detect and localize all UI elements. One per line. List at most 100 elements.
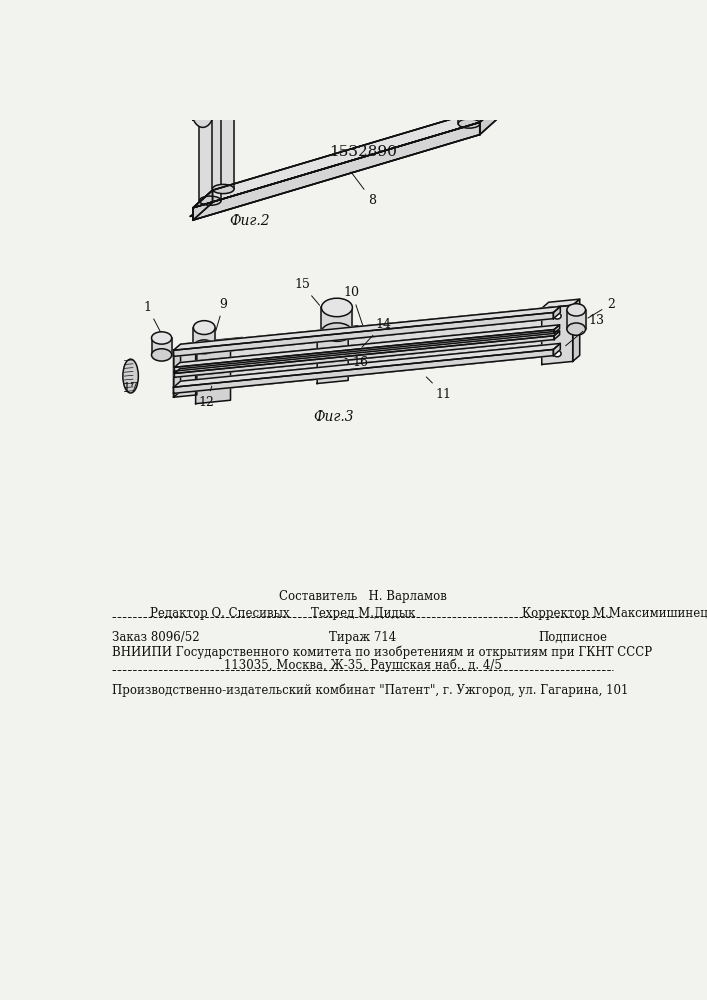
Text: Тираж 714: Тираж 714 (329, 631, 397, 644)
Polygon shape (196, 337, 243, 351)
Text: Составитель   Н. Варламов: Составитель Н. Варламов (279, 590, 447, 603)
Polygon shape (480, 105, 499, 135)
Ellipse shape (554, 313, 561, 319)
Ellipse shape (409, 21, 444, 43)
Polygon shape (193, 122, 480, 220)
Text: 5: 5 (0, 999, 1, 1000)
Polygon shape (174, 312, 554, 356)
Ellipse shape (192, 83, 214, 115)
Polygon shape (174, 306, 561, 350)
Text: Производственно-издательский комбинат "Патент", г. Ужгород, ул. Гагарина, 101: Производственно-издательский комбинат "П… (112, 684, 628, 697)
Text: Фиг.3: Фиг.3 (313, 410, 354, 424)
Polygon shape (212, 101, 234, 189)
Polygon shape (193, 105, 499, 208)
Text: 15: 15 (294, 278, 320, 305)
Polygon shape (175, 325, 559, 367)
Text: 16: 16 (345, 356, 368, 369)
Ellipse shape (123, 359, 139, 393)
Ellipse shape (478, 6, 501, 21)
Polygon shape (175, 336, 554, 377)
Ellipse shape (262, 65, 298, 87)
Ellipse shape (322, 298, 352, 317)
Ellipse shape (192, 95, 214, 127)
Text: Корректор М.Максимишинец: Корректор М.Максимишинец (522, 607, 707, 620)
Text: Техред М.Дидык: Техред М.Дидык (310, 607, 415, 620)
Text: 12: 12 (199, 386, 214, 409)
Polygon shape (554, 325, 559, 333)
Text: Заказ 8096/52: Заказ 8096/52 (112, 631, 199, 644)
Polygon shape (554, 343, 561, 356)
Polygon shape (193, 90, 213, 120)
Polygon shape (193, 122, 480, 220)
Polygon shape (554, 331, 559, 340)
Polygon shape (458, 36, 480, 124)
Ellipse shape (199, 108, 221, 118)
Polygon shape (567, 310, 585, 329)
Text: Редактор О. Спесивых: Редактор О. Спесивых (151, 607, 290, 620)
Text: 13: 13 (566, 314, 604, 346)
Text: 2: 2 (0, 999, 1, 1000)
Ellipse shape (322, 323, 352, 341)
Ellipse shape (151, 332, 172, 344)
Polygon shape (193, 22, 480, 120)
Polygon shape (193, 105, 499, 208)
Polygon shape (542, 299, 580, 308)
Polygon shape (175, 331, 559, 373)
Ellipse shape (311, 51, 346, 72)
Ellipse shape (458, 119, 480, 128)
Polygon shape (174, 347, 180, 397)
Text: 1: 1 (144, 301, 160, 332)
Polygon shape (175, 330, 554, 371)
Polygon shape (317, 334, 348, 384)
Polygon shape (174, 343, 561, 387)
Polygon shape (194, 328, 215, 347)
Polygon shape (193, 105, 499, 208)
Ellipse shape (194, 340, 215, 354)
Ellipse shape (458, 31, 480, 40)
Polygon shape (175, 336, 554, 377)
Ellipse shape (472, 19, 493, 29)
Polygon shape (174, 306, 561, 350)
Polygon shape (174, 319, 554, 387)
Text: ВНИИПИ Государственного комитета по изобретениям и открытиям при ГКНТ СССР: ВНИИПИ Государственного комитета по изоб… (112, 645, 652, 659)
Ellipse shape (409, 21, 444, 43)
Polygon shape (480, 5, 499, 35)
Polygon shape (193, 190, 213, 220)
Text: 17: 17 (122, 382, 139, 395)
Text: Фиг.2: Фиг.2 (229, 214, 269, 228)
Polygon shape (542, 305, 573, 364)
Polygon shape (193, 122, 480, 220)
Text: 113035, Москва, Ж-35, Раушская наб., д. 4/5: 113035, Москва, Ж-35, Раушская наб., д. … (224, 659, 502, 672)
Polygon shape (554, 343, 561, 356)
Ellipse shape (567, 304, 585, 316)
Polygon shape (174, 349, 554, 393)
Ellipse shape (199, 196, 221, 205)
Polygon shape (193, 5, 499, 108)
Polygon shape (554, 331, 559, 340)
Ellipse shape (554, 351, 561, 357)
Polygon shape (193, 22, 480, 120)
Polygon shape (174, 350, 197, 397)
Text: Подписное: Подписное (538, 631, 607, 644)
Ellipse shape (214, 80, 250, 101)
Ellipse shape (478, 18, 501, 33)
Ellipse shape (194, 321, 215, 335)
Polygon shape (480, 105, 499, 135)
Text: 8: 8 (351, 172, 377, 207)
Text: 11: 11 (426, 377, 452, 401)
Ellipse shape (212, 97, 234, 106)
Text: 14: 14 (362, 318, 391, 347)
Text: 1532890: 1532890 (329, 145, 397, 159)
Polygon shape (190, 109, 502, 216)
Polygon shape (472, 24, 493, 112)
Ellipse shape (262, 65, 298, 87)
Ellipse shape (360, 36, 395, 58)
Polygon shape (151, 338, 172, 355)
Text: 2: 2 (588, 298, 615, 318)
Polygon shape (554, 306, 561, 319)
Ellipse shape (182, 388, 188, 392)
Polygon shape (175, 325, 559, 367)
Polygon shape (199, 113, 221, 201)
Ellipse shape (567, 323, 585, 335)
Ellipse shape (360, 36, 395, 58)
